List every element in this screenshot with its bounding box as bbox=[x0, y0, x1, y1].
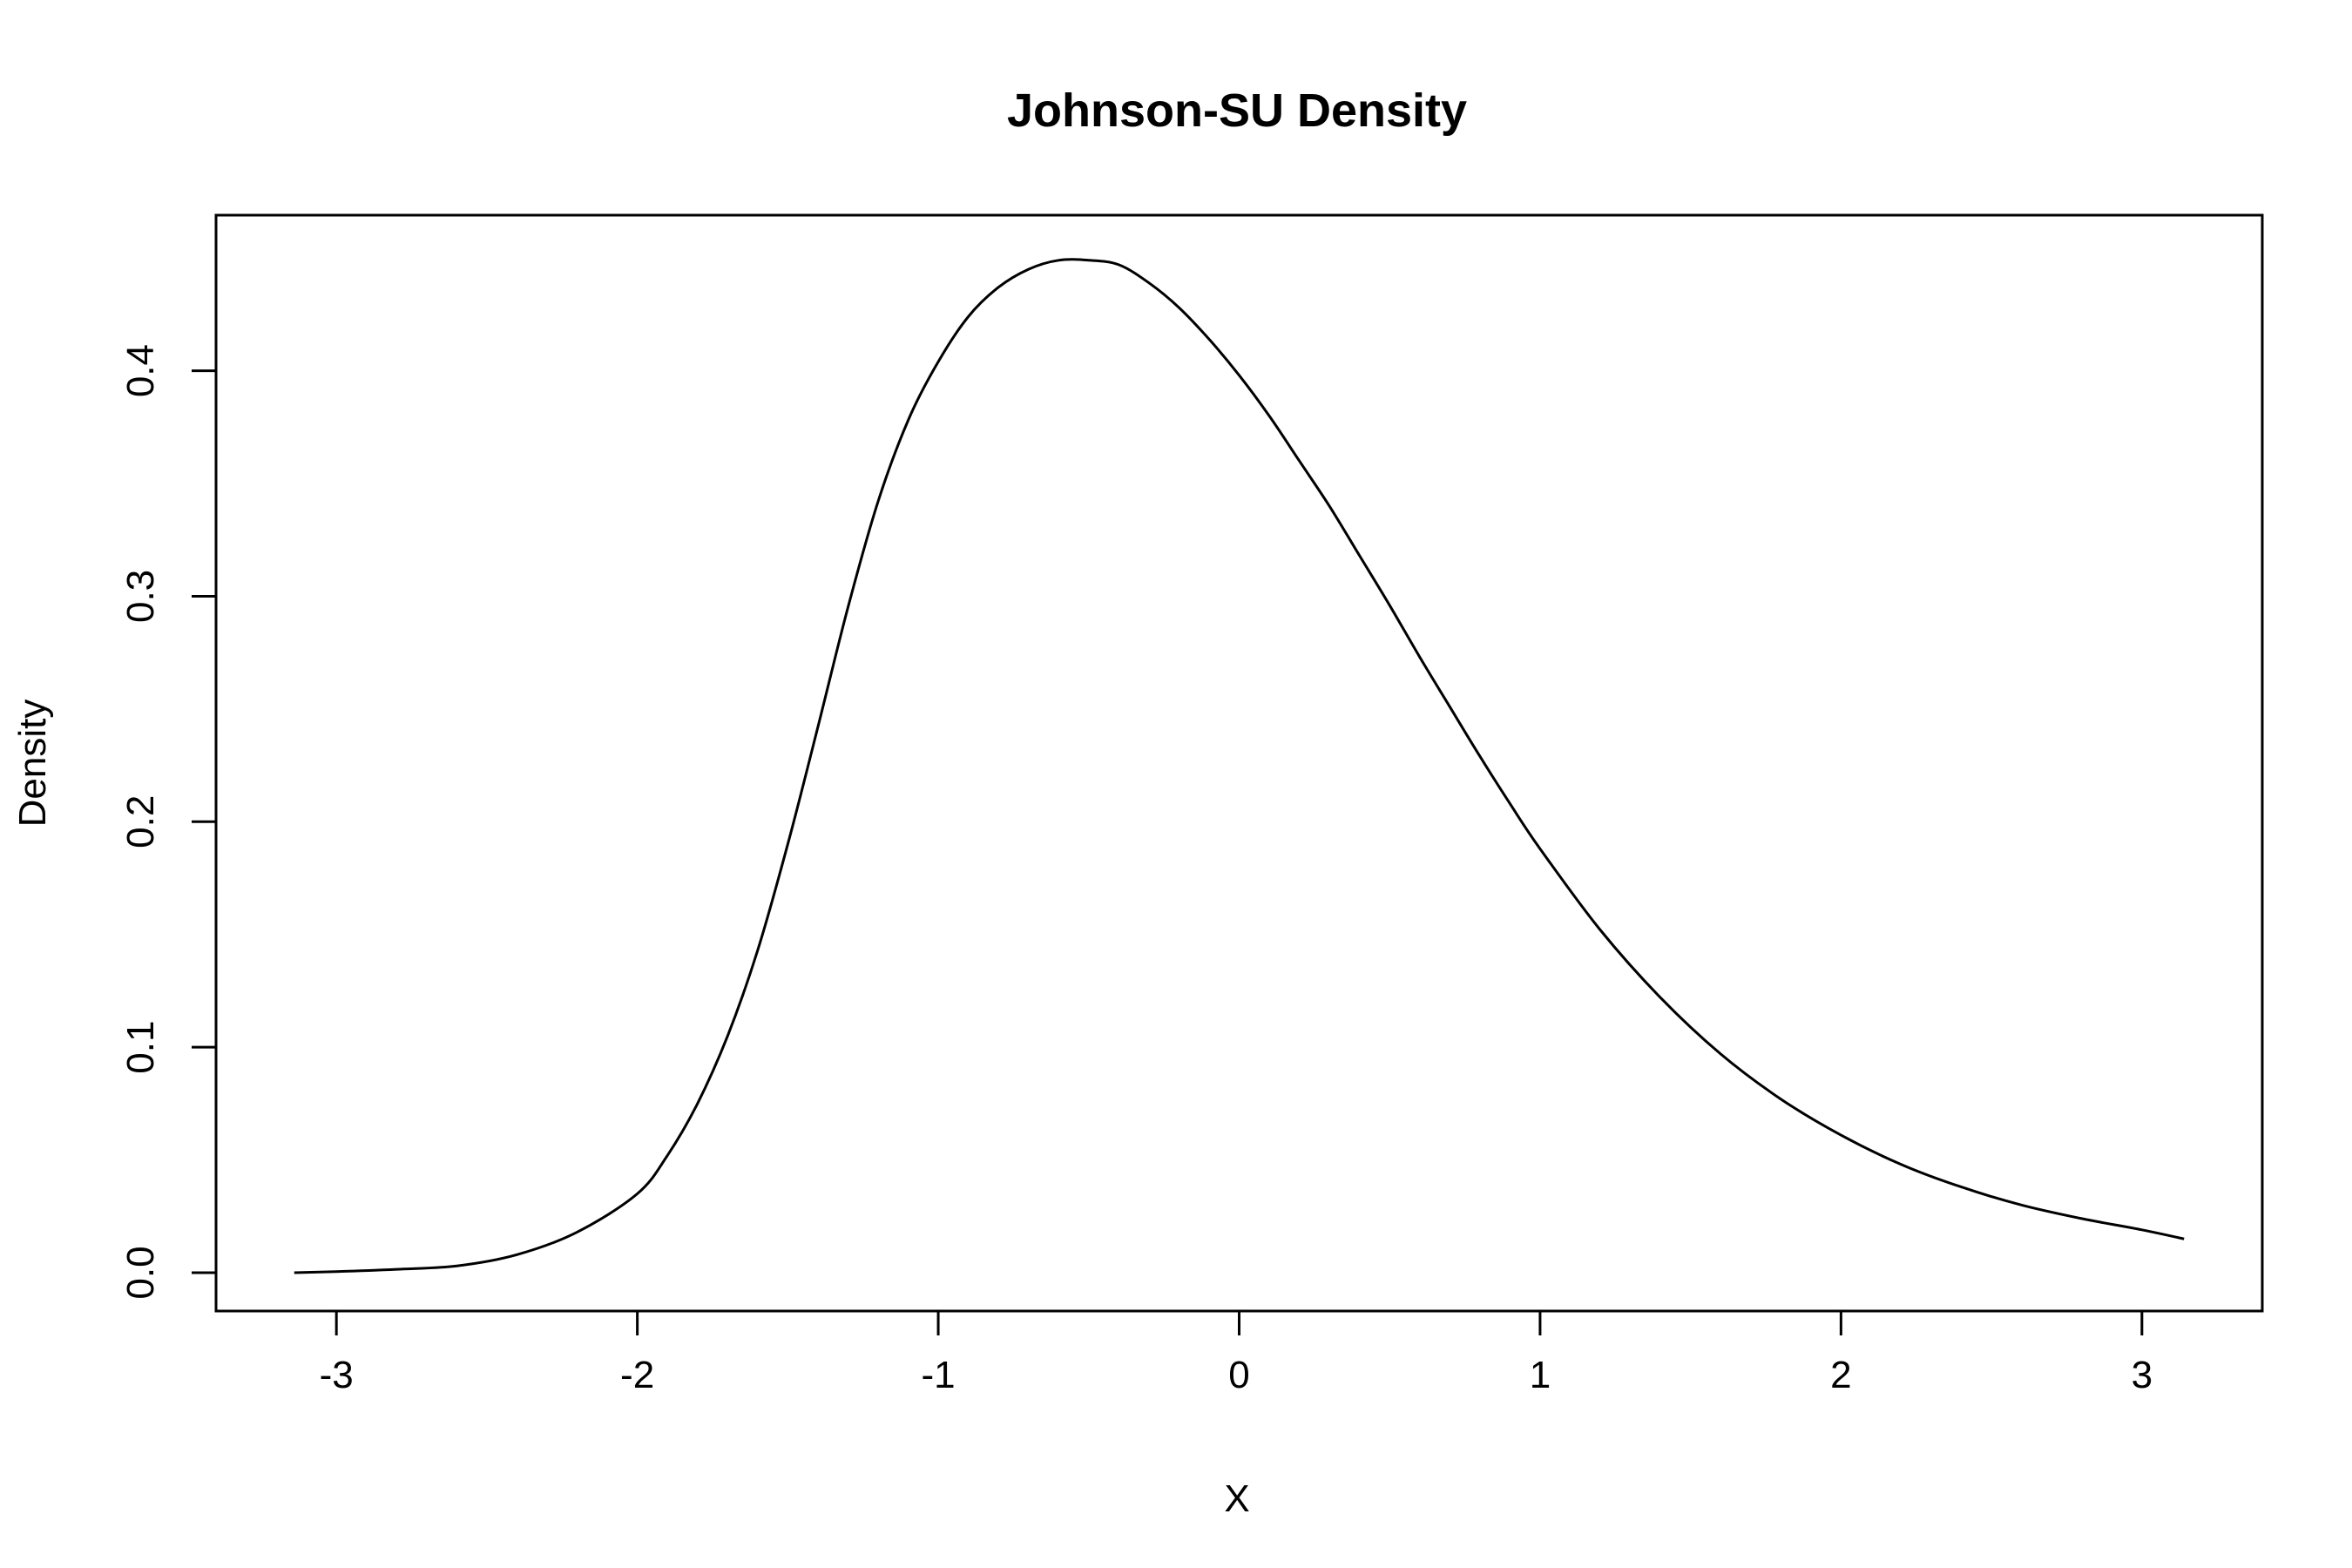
chart-title: Johnson-SU Density bbox=[1007, 84, 1467, 137]
y-tick-label: 0.0 bbox=[119, 1246, 162, 1299]
x-tick-label: 1 bbox=[1530, 1354, 1551, 1396]
y-axis-label: Density bbox=[11, 700, 54, 828]
x-tick-label: -3 bbox=[320, 1354, 354, 1396]
density-curve bbox=[294, 258, 2185, 1274]
x-axis: -3 -2 -1 0 1 2 3 bbox=[320, 1309, 2153, 1396]
x-axis-label: X bbox=[1224, 1477, 1249, 1520]
x-tick-label: -2 bbox=[620, 1354, 654, 1396]
y-tick-label: 0.2 bbox=[119, 795, 162, 848]
y-tick-label: 0.1 bbox=[119, 1021, 162, 1074]
x-tick-label: 0 bbox=[1228, 1354, 1249, 1396]
x-tick-label: 3 bbox=[2132, 1354, 2153, 1396]
x-tick-label: -1 bbox=[921, 1354, 955, 1396]
y-tick-label: 0.3 bbox=[119, 570, 162, 623]
x-tick-label: 2 bbox=[1830, 1354, 1851, 1396]
plot-frame bbox=[214, 213, 2264, 1313]
y-axis: 0.0 0.1 0.2 0.3 0.4 bbox=[119, 344, 218, 1300]
y-tick-label: 0.4 bbox=[119, 344, 162, 397]
